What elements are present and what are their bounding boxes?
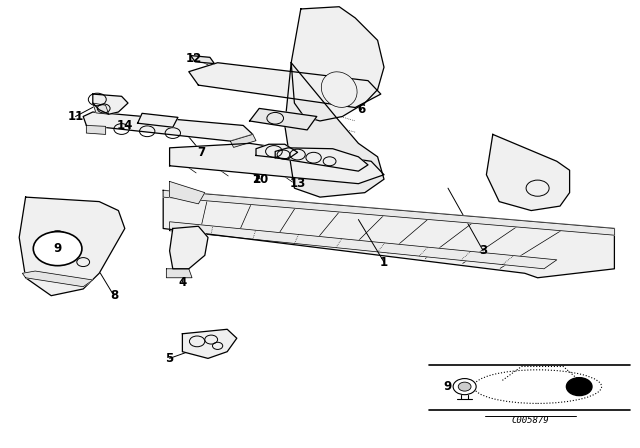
Text: 4: 4 bbox=[179, 276, 186, 289]
Circle shape bbox=[33, 232, 82, 266]
Polygon shape bbox=[230, 134, 256, 147]
Text: 2: 2 bbox=[252, 172, 260, 186]
Text: 8: 8 bbox=[110, 289, 118, 302]
Text: 13: 13 bbox=[289, 177, 306, 190]
Text: C005879: C005879 bbox=[511, 416, 548, 425]
Polygon shape bbox=[170, 181, 205, 204]
Polygon shape bbox=[170, 222, 557, 269]
Polygon shape bbox=[256, 144, 298, 159]
Circle shape bbox=[566, 378, 592, 396]
Polygon shape bbox=[86, 125, 106, 134]
Polygon shape bbox=[189, 63, 381, 108]
Polygon shape bbox=[191, 56, 214, 64]
Polygon shape bbox=[163, 190, 614, 235]
Text: 9: 9 bbox=[54, 242, 61, 255]
Text: 11: 11 bbox=[67, 110, 84, 123]
Polygon shape bbox=[163, 190, 614, 278]
Polygon shape bbox=[138, 113, 178, 127]
Text: 5: 5 bbox=[166, 352, 173, 365]
Text: 14: 14 bbox=[116, 119, 133, 132]
Polygon shape bbox=[170, 143, 384, 184]
Text: 6: 6 bbox=[358, 103, 365, 116]
Circle shape bbox=[458, 382, 471, 391]
Polygon shape bbox=[19, 197, 125, 296]
Text: 12: 12 bbox=[186, 52, 202, 65]
Text: 10: 10 bbox=[253, 172, 269, 186]
Circle shape bbox=[453, 379, 476, 395]
Polygon shape bbox=[83, 112, 253, 141]
Text: 1: 1 bbox=[380, 255, 388, 269]
Polygon shape bbox=[250, 108, 317, 130]
Polygon shape bbox=[182, 329, 237, 358]
Polygon shape bbox=[166, 269, 192, 278]
Text: 7: 7 bbox=[198, 146, 205, 159]
Polygon shape bbox=[93, 103, 109, 114]
Polygon shape bbox=[486, 134, 570, 211]
Polygon shape bbox=[275, 148, 368, 171]
Text: 9: 9 bbox=[444, 380, 452, 393]
Ellipse shape bbox=[474, 370, 602, 403]
Polygon shape bbox=[93, 94, 128, 114]
Polygon shape bbox=[22, 271, 93, 287]
Polygon shape bbox=[291, 7, 384, 121]
Polygon shape bbox=[285, 63, 384, 197]
Text: 3: 3 bbox=[479, 244, 487, 258]
Ellipse shape bbox=[321, 72, 357, 108]
Polygon shape bbox=[170, 226, 208, 269]
